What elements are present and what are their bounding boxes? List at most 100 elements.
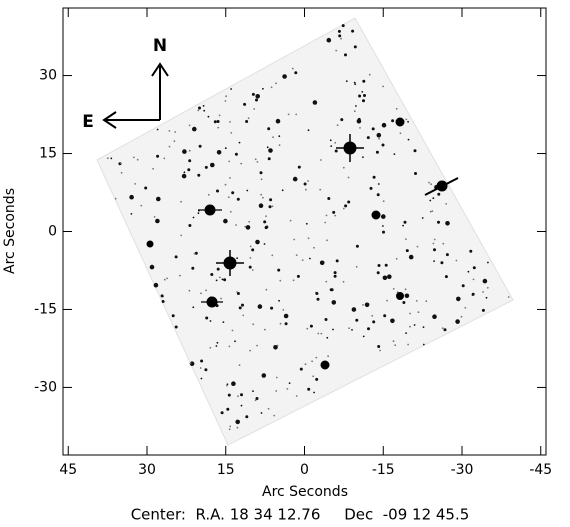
star — [307, 129, 310, 132]
star — [362, 335, 365, 338]
spike — [424, 177, 459, 196]
star — [355, 265, 358, 268]
star — [227, 393, 231, 397]
star — [309, 324, 313, 328]
star — [402, 301, 406, 304]
star — [215, 345, 218, 347]
star — [216, 189, 219, 193]
star — [275, 376, 278, 379]
star — [382, 225, 384, 227]
star — [235, 419, 240, 425]
star — [180, 234, 183, 237]
star — [342, 280, 345, 283]
star — [173, 140, 176, 143]
star — [249, 245, 252, 248]
star — [282, 74, 287, 79]
star — [192, 306, 195, 309]
star — [355, 318, 359, 322]
star — [353, 45, 357, 49]
star — [204, 368, 208, 372]
star — [404, 293, 410, 299]
star — [248, 220, 251, 223]
star — [340, 37, 342, 40]
star — [393, 153, 396, 156]
star — [487, 261, 489, 264]
star — [291, 67, 294, 70]
star — [234, 152, 238, 156]
star — [271, 254, 274, 257]
star — [267, 157, 271, 161]
star — [243, 102, 247, 106]
y-tick-label: -30 — [34, 379, 57, 395]
star — [244, 225, 247, 228]
star — [275, 118, 281, 124]
star — [409, 312, 411, 315]
star — [263, 220, 267, 224]
star — [200, 359, 204, 363]
star — [329, 288, 333, 292]
star — [262, 87, 264, 90]
star — [226, 384, 228, 387]
star — [182, 149, 187, 154]
star — [273, 414, 276, 417]
star — [216, 267, 220, 271]
star — [383, 314, 387, 318]
star — [219, 276, 221, 279]
star — [376, 271, 380, 275]
star — [166, 277, 169, 280]
star — [188, 149, 191, 152]
star — [268, 205, 272, 209]
star — [387, 274, 392, 280]
star — [376, 132, 382, 138]
star — [395, 117, 405, 127]
star — [431, 210, 434, 213]
star — [371, 210, 381, 220]
star — [216, 150, 222, 155]
star — [130, 213, 133, 215]
star — [312, 375, 315, 378]
star — [340, 118, 344, 122]
star — [238, 364, 241, 366]
star — [283, 313, 289, 319]
star — [106, 157, 109, 160]
star — [266, 146, 269, 149]
star — [394, 344, 397, 347]
star — [327, 197, 331, 200]
y-tick-label: 0 — [48, 224, 57, 240]
star — [287, 113, 290, 116]
star — [299, 367, 303, 371]
star — [333, 271, 337, 275]
star — [224, 100, 227, 102]
star — [203, 109, 206, 112]
star — [326, 37, 332, 43]
star — [432, 242, 435, 245]
star — [413, 149, 417, 153]
star — [422, 326, 425, 328]
star — [307, 237, 310, 240]
star — [249, 349, 252, 352]
star — [277, 268, 281, 272]
star — [377, 183, 380, 185]
x-tick-label: 15 — [217, 462, 235, 478]
star — [221, 278, 224, 281]
star — [416, 245, 419, 248]
star — [209, 320, 212, 322]
star — [200, 292, 202, 295]
star — [278, 135, 281, 138]
star — [249, 257, 252, 259]
star — [485, 296, 488, 299]
star — [227, 196, 230, 199]
star — [407, 138, 410, 141]
star — [220, 411, 224, 415]
star — [441, 261, 443, 264]
star — [377, 264, 381, 267]
star — [202, 105, 205, 107]
star — [472, 278, 475, 281]
star — [407, 343, 409, 346]
star — [174, 325, 178, 329]
star — [296, 274, 300, 278]
star — [236, 292, 240, 295]
star — [482, 278, 488, 284]
star — [205, 316, 209, 320]
star — [455, 259, 458, 262]
